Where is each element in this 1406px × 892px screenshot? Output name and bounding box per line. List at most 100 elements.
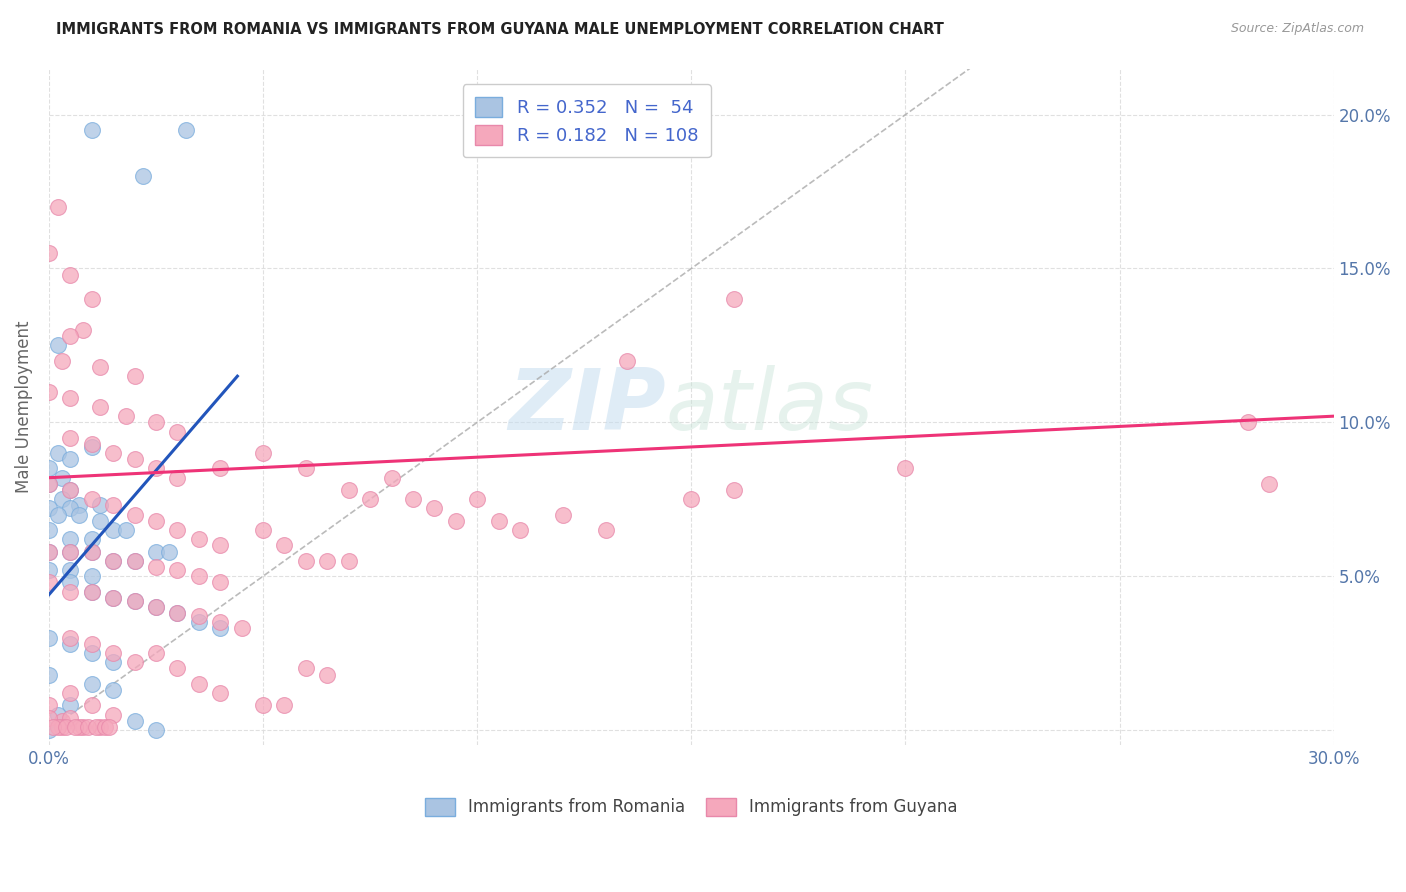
Point xyxy=(316,667,339,681)
Point xyxy=(59,431,82,445)
Point xyxy=(187,533,209,547)
Point xyxy=(252,698,274,713)
Point xyxy=(174,123,197,137)
Point xyxy=(209,622,232,636)
Point xyxy=(46,338,69,352)
Point xyxy=(59,563,82,577)
Point xyxy=(103,523,125,537)
Point xyxy=(59,686,82,700)
Point xyxy=(51,353,73,368)
Point xyxy=(46,720,69,734)
Point xyxy=(51,492,73,507)
Point xyxy=(38,461,60,475)
Point xyxy=(103,554,125,568)
Point xyxy=(124,554,146,568)
Point xyxy=(103,554,125,568)
Point xyxy=(103,707,125,722)
Point xyxy=(38,476,60,491)
Point xyxy=(38,523,60,537)
Point xyxy=(46,707,69,722)
Point xyxy=(166,563,188,577)
Point xyxy=(103,646,125,660)
Point xyxy=(38,631,60,645)
Point xyxy=(124,452,146,467)
Point xyxy=(59,268,82,282)
Point xyxy=(80,584,103,599)
Point xyxy=(59,452,82,467)
Point xyxy=(252,523,274,537)
Point xyxy=(103,683,125,698)
Point xyxy=(51,471,73,485)
Point xyxy=(80,584,103,599)
Point xyxy=(80,544,103,558)
Point xyxy=(187,569,209,583)
Point xyxy=(337,483,360,497)
Point xyxy=(209,575,232,590)
Point xyxy=(59,483,82,497)
Point xyxy=(59,329,82,343)
Point xyxy=(38,698,60,713)
Y-axis label: Male Unemployment: Male Unemployment xyxy=(15,321,32,493)
Point xyxy=(38,384,60,399)
Point xyxy=(187,609,209,624)
Point xyxy=(145,599,167,614)
Point xyxy=(46,446,69,460)
Point xyxy=(89,400,111,414)
Point xyxy=(124,714,146,728)
Point xyxy=(38,476,60,491)
Point xyxy=(1237,415,1260,429)
Point xyxy=(38,667,60,681)
Point xyxy=(59,584,82,599)
Legend: Immigrants from Romania, Immigrants from Guyana: Immigrants from Romania, Immigrants from… xyxy=(419,791,965,823)
Point xyxy=(46,200,69,214)
Point xyxy=(63,720,86,734)
Point xyxy=(67,720,90,734)
Text: Source: ZipAtlas.com: Source: ZipAtlas.com xyxy=(1230,22,1364,36)
Point xyxy=(252,446,274,460)
Point xyxy=(97,720,120,734)
Point xyxy=(89,514,111,528)
Point xyxy=(124,369,146,384)
Point xyxy=(89,720,111,734)
Point xyxy=(103,655,125,669)
Point xyxy=(551,508,574,522)
Point xyxy=(166,523,188,537)
Point xyxy=(616,353,638,368)
Text: ZIP: ZIP xyxy=(508,366,665,449)
Point xyxy=(209,461,232,475)
Point xyxy=(38,711,60,725)
Point xyxy=(84,720,107,734)
Point xyxy=(231,622,253,636)
Point xyxy=(80,698,103,713)
Point xyxy=(38,544,60,558)
Text: atlas: atlas xyxy=(665,366,873,449)
Point xyxy=(187,677,209,691)
Point xyxy=(46,508,69,522)
Point xyxy=(59,391,82,405)
Point xyxy=(55,720,77,734)
Point xyxy=(80,569,103,583)
Point xyxy=(59,544,82,558)
Point xyxy=(145,514,167,528)
Point xyxy=(38,563,60,577)
Point xyxy=(444,514,467,528)
Point xyxy=(423,501,446,516)
Point xyxy=(103,499,125,513)
Point xyxy=(76,720,98,734)
Point xyxy=(723,292,745,306)
Point xyxy=(295,461,318,475)
Point xyxy=(166,425,188,439)
Point xyxy=(103,591,125,605)
Point xyxy=(89,499,111,513)
Point xyxy=(145,461,167,475)
Point xyxy=(80,440,103,454)
Point xyxy=(38,246,60,260)
Point xyxy=(80,646,103,660)
Point xyxy=(59,544,82,558)
Point xyxy=(145,646,167,660)
Point xyxy=(80,544,103,558)
Point xyxy=(80,677,103,691)
Point xyxy=(80,123,103,137)
Point xyxy=(273,698,295,713)
Point xyxy=(67,508,90,522)
